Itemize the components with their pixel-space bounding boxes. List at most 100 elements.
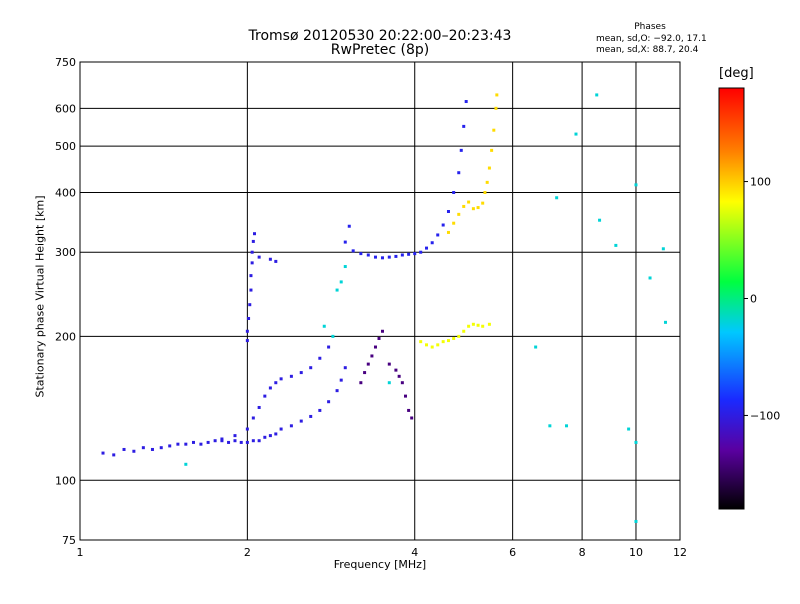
data-point — [661, 247, 665, 251]
data-point — [279, 427, 283, 431]
data-point — [462, 204, 466, 208]
data-point — [268, 386, 272, 390]
data-point — [351, 249, 355, 253]
data-point — [251, 439, 255, 443]
data-point — [436, 343, 440, 347]
chart-title: Tromsø 20120530 20:22:00–20:23:43 — [248, 28, 512, 44]
data-point — [309, 366, 313, 370]
data-point — [634, 440, 638, 444]
data-point — [220, 439, 224, 443]
data-point — [253, 232, 257, 236]
data-point — [410, 416, 414, 420]
plot-area — [79, 61, 681, 541]
data-point — [343, 265, 347, 269]
data-point — [150, 447, 154, 451]
data-point — [565, 424, 569, 428]
data-point — [279, 377, 283, 381]
data-point — [245, 427, 249, 431]
colorbar-unit-label: [deg] — [719, 66, 754, 81]
phases-o-stats: mean, sd,O: −92.0, 17.1 — [596, 34, 707, 44]
data-point — [363, 371, 367, 375]
data-point — [495, 93, 499, 97]
data-point — [464, 100, 468, 104]
data-point — [467, 200, 471, 204]
data-point — [387, 362, 391, 366]
data-point — [485, 180, 489, 184]
data-point — [250, 261, 254, 265]
data-point — [274, 432, 278, 436]
data-point — [370, 354, 374, 358]
data-point — [245, 339, 249, 343]
data-point — [663, 320, 667, 324]
data-point — [407, 252, 411, 256]
data-point — [400, 381, 404, 385]
grid — [80, 62, 680, 540]
data-point — [397, 374, 401, 378]
data-point — [457, 212, 461, 216]
data-point — [274, 381, 278, 385]
data-point — [249, 274, 253, 278]
data-point — [250, 250, 254, 254]
data-point — [373, 255, 377, 259]
data-point — [239, 440, 243, 444]
y-tick-label: 100 — [55, 474, 76, 487]
chart-subtitle: RwPretec (8p) — [330, 42, 430, 58]
y-tick-label: 750 — [55, 56, 76, 69]
data-point — [394, 368, 398, 372]
data-point — [335, 389, 339, 393]
data-point — [462, 329, 466, 333]
data-point — [471, 207, 475, 211]
data-point — [446, 339, 450, 343]
data-point — [112, 453, 116, 457]
data-point — [268, 434, 272, 438]
colorbar — [718, 87, 745, 510]
data-point — [481, 201, 485, 205]
data-point — [452, 221, 456, 225]
data-point — [327, 345, 331, 349]
data-point — [339, 378, 343, 382]
data-point — [206, 440, 210, 444]
data-point — [387, 381, 391, 385]
data-point — [459, 148, 463, 152]
data-point — [476, 323, 480, 327]
data-point — [233, 439, 237, 443]
data-point — [430, 345, 434, 349]
data-point — [373, 345, 377, 349]
data-point — [289, 424, 293, 428]
data-point — [574, 132, 578, 136]
x-tick-label: 12 — [673, 546, 687, 559]
x-tick-label: 8 — [579, 546, 586, 559]
data-point — [220, 437, 224, 441]
data-point — [430, 241, 434, 245]
colorbar-tick-label: 0 — [750, 293, 757, 306]
data-point — [413, 252, 417, 256]
x-axis-label: Frequency [MHz] — [333, 558, 427, 571]
data-point — [425, 343, 429, 347]
data-point — [331, 334, 335, 338]
data-point — [251, 239, 255, 243]
data-point — [634, 183, 638, 187]
data-point — [257, 439, 261, 443]
y-tick-label: 300 — [55, 246, 76, 259]
data-point — [257, 405, 261, 409]
data-point — [380, 329, 384, 333]
data-point — [380, 256, 384, 260]
data-point — [213, 439, 217, 443]
data-point — [122, 447, 126, 451]
data-point — [251, 416, 255, 420]
data-point — [318, 356, 322, 360]
data-point — [436, 233, 440, 237]
y-tick-label: 400 — [55, 186, 76, 199]
y-tick-label: 200 — [55, 330, 76, 343]
data-point — [457, 171, 461, 175]
data-point — [263, 394, 267, 398]
x-tick-label: 6 — [509, 546, 516, 559]
data-point — [233, 434, 237, 438]
data-point — [299, 419, 303, 423]
data-point — [394, 254, 398, 258]
data-point — [487, 166, 491, 170]
data-point — [441, 223, 445, 227]
